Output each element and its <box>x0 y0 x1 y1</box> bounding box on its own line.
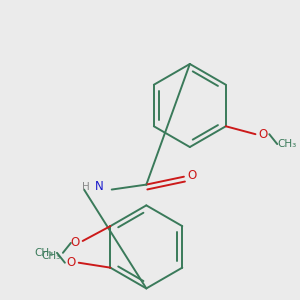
Text: N: N <box>94 180 103 193</box>
Text: O: O <box>67 256 76 269</box>
Text: O: O <box>258 128 268 141</box>
Text: O: O <box>188 169 197 182</box>
Text: O: O <box>70 236 80 249</box>
Text: H: H <box>82 182 90 192</box>
Text: CH₃: CH₃ <box>42 251 61 261</box>
Text: CH₃: CH₃ <box>277 139 296 149</box>
Text: CH₃: CH₃ <box>35 248 54 258</box>
